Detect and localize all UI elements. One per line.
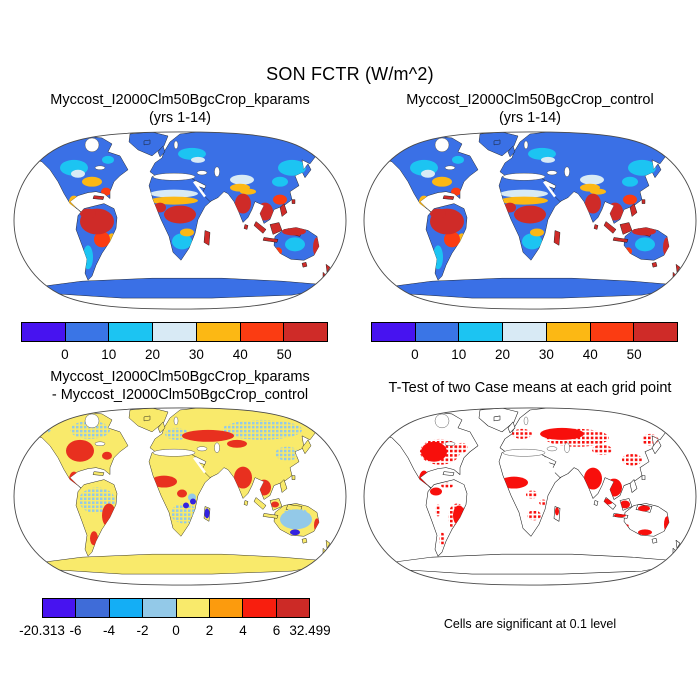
colorbar-tick-label: 50: [276, 347, 292, 362]
colorbar-cell: [209, 599, 244, 617]
colorbar-cells: [371, 322, 678, 342]
colorbar-cell: [153, 323, 197, 341]
colorbar-cell: [372, 323, 416, 341]
colorbar-cell: [284, 323, 328, 341]
panel-title-ttest: T-Test of two Case means at each grid po…: [360, 380, 700, 398]
colorbar-tick-label: 20: [495, 347, 511, 362]
colorbar-tick-label: 32.499: [289, 623, 331, 638]
colorbar-tick-label: 6: [272, 623, 281, 638]
panel-title-control: Myccost_I2000Clm50BgcCrop_control (yrs 1…: [360, 92, 700, 127]
panel-title-difference: Myccost_I2000Clm50BgcCrop_kparams - Mycc…: [10, 369, 350, 404]
panel-title-line2: (yrs 1-14): [498, 109, 562, 126]
ttest-caption: Cells are significant at 0.1 level: [443, 617, 617, 631]
colorbar-cells: [21, 322, 328, 342]
colorbar-difference: -20.313 -6 -4 -2 0 2 4 6 32.499: [19, 598, 331, 641]
panel-title-line1: Myccost_I2000Clm50BgcCrop_kparams: [50, 92, 310, 108]
colorbar-cell: [196, 323, 241, 341]
colorbar-tick-label: -2: [136, 623, 149, 638]
map-kparams: [13, 131, 347, 310]
colorbar-cell: [459, 323, 504, 341]
colorbar-tick-label: 30: [188, 347, 204, 362]
colorbar-cell: [546, 323, 591, 341]
figure-title: SON FCTR (W/m^2): [266, 64, 434, 84]
colorbar-cell: [176, 599, 210, 617]
colorbar-cell: [590, 323, 635, 341]
colorbar-tick-label: 2: [205, 623, 214, 638]
colorbar-tick-label: 0: [411, 347, 419, 362]
colorbar-cells: [42, 598, 310, 618]
colorbar-cell: [109, 599, 144, 617]
colorbar-control: 0 10 20 30 40 50: [371, 322, 678, 365]
colorbar-cell: [415, 323, 460, 341]
map-control: [363, 131, 697, 310]
colorbar-cell: [503, 323, 547, 341]
panel-title-line1: Myccost_I2000Clm50BgcCrop_kparams: [50, 369, 310, 385]
colorbar-tick-label: -20.313: [19, 623, 65, 638]
panel-title-kparams: Myccost_I2000Clm50BgcCrop_kparams (yrs 1…: [10, 92, 350, 127]
colorbar-tick-label: 50: [626, 347, 642, 362]
colorbar-kparams: 0 10 20 30 40 50: [21, 322, 328, 365]
colorbar-tick-label: 4: [239, 623, 247, 638]
colorbar-tick-label: 0: [172, 623, 180, 638]
colorbar-ticks: 0 10 20 30 40 50: [21, 347, 328, 365]
colorbar-cell: [43, 599, 77, 617]
colorbar-tick-label: 10: [101, 347, 117, 362]
colorbar-cell: [243, 599, 277, 617]
colorbar-ticks: 0 10 20 30 40 50: [371, 347, 678, 365]
colorbar-cell: [109, 323, 154, 341]
colorbar-tick-label: -6: [69, 623, 82, 638]
colorbar-tick-label: 40: [232, 347, 248, 362]
colorbar-cell: [276, 599, 309, 617]
panel-title-line2: (yrs 1-14): [148, 109, 212, 126]
colorbar-cell: [22, 323, 66, 341]
colorbar-cell: [143, 599, 177, 617]
colorbar-tick-label: 20: [145, 347, 161, 362]
colorbar-tick-label: -4: [102, 623, 116, 638]
colorbar-cell: [634, 323, 678, 341]
panel-title-line2: - Myccost_I2000Clm50BgcCrop_control: [51, 386, 309, 403]
colorbar-cell: [65, 323, 110, 341]
colorbar-tick-label: 0: [61, 347, 69, 362]
colorbar-cell: [240, 323, 285, 341]
map-ttest: [363, 407, 697, 586]
colorbar-tick-label: 10: [451, 347, 467, 362]
panel-title-line1: T-Test of two Case means at each grid po…: [388, 380, 672, 396]
map-difference: [13, 407, 347, 586]
colorbar-tick-label: 40: [582, 347, 598, 362]
colorbar-cell: [76, 599, 110, 617]
panel-title-line1: Myccost_I2000Clm50BgcCrop_control: [406, 92, 654, 108]
colorbar-tick-label: 30: [538, 347, 554, 362]
colorbar-ticks: -20.313 -6 -4 -2 0 2 4 6 32.499: [19, 623, 331, 641]
